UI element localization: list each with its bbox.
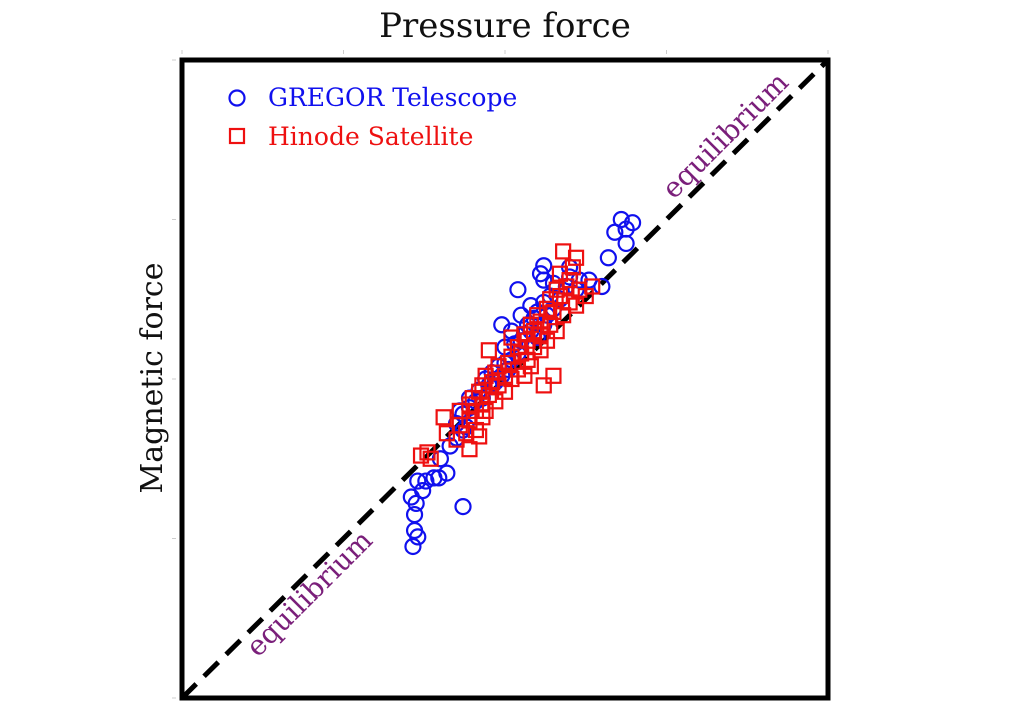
gregor-point <box>405 505 424 524</box>
hinode-point <box>461 441 478 458</box>
gregor-point <box>617 220 635 238</box>
hinode-point <box>538 332 556 349</box>
hinode-point <box>503 329 520 346</box>
gregor-point <box>438 464 456 482</box>
hinode-point <box>422 450 439 467</box>
hinode-point <box>548 281 565 298</box>
gregor-point <box>612 210 630 229</box>
series-hinode <box>412 243 601 467</box>
plot-frame <box>179 57 831 701</box>
gregor-point <box>535 257 553 275</box>
gregor-point <box>599 249 617 267</box>
chart-title: Pressure force <box>379 6 631 46</box>
gregor-point <box>454 498 472 516</box>
hinode-point <box>477 367 494 384</box>
hinode-point <box>545 303 562 321</box>
annotation-equilibrium-lower: equilibrium <box>240 524 379 663</box>
hinode-point <box>471 428 488 445</box>
annotation-equilibrium-upper: equilibrium <box>656 66 795 205</box>
legend-label-hinode: Hinode Satellite <box>268 122 473 151</box>
hinode-point <box>435 409 452 426</box>
gregor-point <box>531 265 550 283</box>
hinode-point <box>535 377 552 394</box>
y-axis-label: Magnetic force <box>135 263 170 494</box>
hinode-point <box>567 297 585 314</box>
hinode-point <box>564 259 581 276</box>
gregor-point <box>593 277 611 296</box>
hinode-point <box>548 323 565 340</box>
hinode-point <box>490 358 507 375</box>
legend-label-gregor: GREGOR Telescope <box>268 83 517 112</box>
gregor-point <box>409 472 427 490</box>
legend: GREGOR Telescope Hinode Satellite <box>228 83 517 151</box>
gregor-point <box>509 281 527 299</box>
gregor-point <box>512 306 530 324</box>
gregor-point <box>414 482 432 500</box>
gregor-point <box>409 528 427 546</box>
series-layer <box>402 210 642 556</box>
hinode-point <box>474 377 491 394</box>
tick-marks <box>172 50 829 699</box>
gregor-point <box>493 316 511 334</box>
hinode-point <box>555 243 572 260</box>
hinode-point <box>522 358 539 375</box>
legend-marker-gregor <box>228 89 246 107</box>
hinode-point <box>480 342 497 359</box>
gregor-point <box>417 472 435 490</box>
legend-marker-hinode <box>228 127 246 145</box>
gregor-point <box>404 537 422 556</box>
hinode-point <box>477 402 494 419</box>
hinode-point <box>584 278 601 295</box>
hinode-point <box>545 367 562 384</box>
hinode-point <box>487 393 504 410</box>
